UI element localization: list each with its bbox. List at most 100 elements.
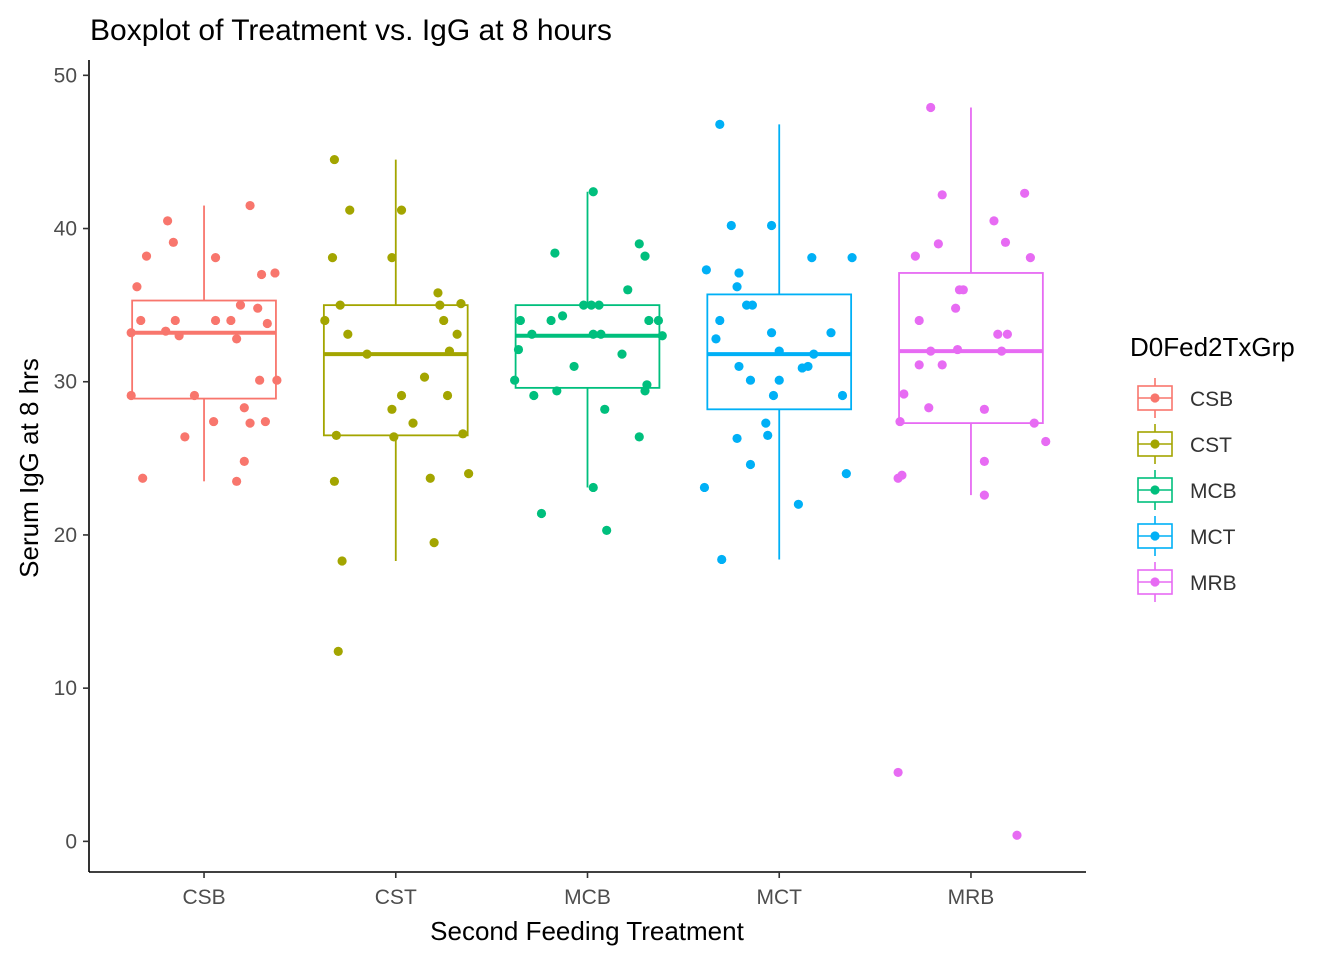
box-iqr: [514, 304, 661, 389]
data-point: [588, 187, 598, 197]
data-point: [429, 538, 439, 548]
data-point: [408, 418, 418, 428]
data-point: [232, 476, 242, 486]
data-point: [594, 300, 604, 310]
data-point: [653, 315, 664, 326]
data-point: [717, 554, 727, 565]
data-point: [952, 344, 963, 355]
data-point: [979, 404, 989, 414]
plot-area: [126, 102, 1051, 840]
data-point: [793, 499, 804, 509]
legend-key-point: [1150, 439, 1160, 449]
data-point: [1041, 436, 1051, 447]
data-point: [174, 331, 184, 341]
data-point: [170, 315, 180, 326]
data-point: [439, 315, 449, 326]
data-point: [529, 390, 539, 401]
data-point: [914, 315, 924, 326]
data-point: [138, 473, 148, 483]
data-point: [617, 349, 627, 359]
data-point: [747, 300, 757, 310]
data-point: [557, 311, 568, 321]
data-point: [239, 403, 249, 413]
data-point: [745, 459, 756, 470]
data-point: [937, 190, 947, 200]
data-point: [989, 216, 999, 226]
legend-item-mrb: MRB: [1137, 562, 1237, 602]
data-point: [926, 102, 936, 113]
data-point: [210, 315, 221, 326]
y-tick-label: 30: [54, 371, 77, 394]
data-point: [546, 315, 556, 326]
data-point: [1025, 253, 1035, 263]
data-point: [141, 251, 152, 261]
data-point: [343, 329, 353, 339]
data-point: [897, 470, 907, 480]
data-point: [993, 329, 1003, 339]
data-point: [527, 329, 537, 339]
box-iqr: [131, 299, 277, 400]
data-point: [232, 334, 242, 344]
series-mct: [699, 119, 857, 565]
data-point: [550, 248, 560, 258]
series-csb: [126, 200, 282, 486]
data-point: [253, 303, 263, 313]
data-point: [513, 344, 524, 355]
data-point: [331, 430, 341, 440]
data-point: [456, 299, 466, 309]
box-iqr: [706, 293, 853, 411]
data-point: [245, 418, 255, 428]
data-point: [435, 300, 445, 310]
data-point: [1002, 329, 1012, 339]
data-point: [657, 331, 667, 341]
data-point: [126, 390, 136, 401]
data-point: [732, 282, 742, 292]
data-point: [329, 476, 340, 486]
data-point: [826, 328, 836, 338]
data-point: [189, 390, 200, 401]
data-point: [588, 482, 598, 493]
legend-title: D0Fed2TxGrp: [1130, 332, 1295, 362]
data-point: [210, 253, 221, 263]
data-point: [161, 326, 171, 336]
data-point: [245, 200, 255, 211]
data-point: [979, 456, 989, 467]
data-point: [552, 386, 562, 396]
data-point: [387, 404, 397, 414]
data-point: [640, 251, 650, 261]
data-point: [715, 315, 725, 326]
data-point: [699, 482, 710, 493]
data-point: [634, 239, 644, 249]
data-point: [458, 429, 468, 439]
data-point: [763, 430, 773, 440]
data-point: [600, 404, 610, 414]
data-point: [337, 556, 347, 566]
data-point: [335, 300, 345, 310]
data-point: [132, 282, 142, 292]
data-point: [126, 328, 136, 338]
data-point: [924, 403, 934, 413]
data-point: [579, 300, 589, 310]
data-point: [745, 375, 756, 385]
y-tick-label: 0: [65, 830, 77, 853]
series-cst: [320, 154, 474, 656]
data-point: [997, 346, 1007, 356]
y-axis-ticks: 0 10 20 30 40 50: [54, 64, 89, 853]
data-point: [893, 767, 903, 778]
data-point: [642, 380, 652, 390]
legend-key-point: [1150, 393, 1160, 403]
data-point: [320, 315, 330, 326]
data-point: [256, 269, 267, 280]
data-point: [1012, 830, 1022, 840]
box-iqr: [898, 272, 1044, 425]
data-point: [260, 416, 270, 427]
data-point: [926, 346, 936, 356]
legend-key-point: [1150, 577, 1160, 587]
y-tick-label: 50: [54, 64, 77, 87]
data-point: [262, 318, 272, 329]
legend-item-csb: CSB: [1137, 378, 1233, 418]
data-point: [235, 300, 246, 310]
data-point: [569, 361, 579, 372]
y-tick-label: 40: [54, 218, 77, 241]
x-tick-label-csb: CSB: [182, 886, 225, 909]
